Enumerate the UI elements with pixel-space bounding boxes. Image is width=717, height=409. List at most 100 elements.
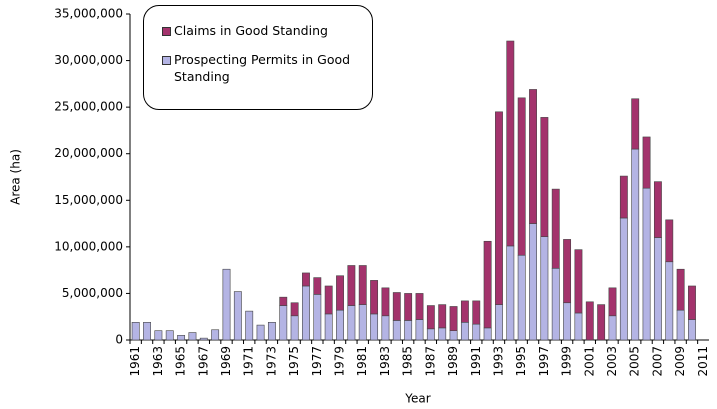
bar-segment — [631, 148, 640, 341]
x-tick-label: 1973 — [264, 346, 278, 377]
bar-segment — [597, 304, 606, 341]
bar-segment — [245, 310, 254, 341]
x-tick-label: 2005 — [628, 346, 642, 377]
y-tick-label: 5,000,000 — [62, 286, 123, 300]
bar-segment — [302, 272, 310, 287]
x-tick-label: 2003 — [605, 346, 619, 377]
bar-segment — [290, 315, 299, 341]
bar-segment — [256, 324, 265, 341]
x-tick-label: 2007 — [650, 346, 664, 377]
bar-segment — [381, 287, 390, 317]
bar-segment — [449, 330, 458, 341]
bar-segment — [381, 315, 390, 341]
bar-segment — [154, 330, 163, 341]
bar-segment — [279, 296, 288, 306]
bar-segment — [483, 327, 492, 341]
bar-segment — [199, 337, 208, 341]
bar-segment — [392, 292, 401, 321]
bar-segment — [438, 327, 447, 341]
bar-segment — [517, 97, 526, 256]
bar-segment — [688, 319, 696, 341]
bar-segment — [653, 237, 662, 341]
bar-segment — [619, 217, 628, 341]
bar-segment — [460, 300, 469, 323]
bar-segment — [336, 275, 344, 311]
x-tick-label: 2001 — [582, 346, 596, 377]
x-axis-title: Year — [404, 392, 430, 406]
x-tick-label: 1961 — [128, 346, 142, 377]
y-tick-label: 30,000,000 — [54, 53, 123, 67]
x-tick-label: 1971 — [242, 346, 256, 377]
bar-segment — [472, 323, 481, 341]
bar-segment — [529, 89, 537, 224]
x-tick-label: 1989 — [446, 346, 460, 377]
bar-segment — [131, 322, 140, 341]
bar-segment — [642, 187, 651, 341]
bar-segment — [585, 301, 594, 341]
bar-segment — [347, 305, 356, 341]
bar-segment — [506, 40, 515, 247]
bar-segment — [608, 315, 617, 341]
x-tick-label: 1975 — [287, 346, 301, 377]
bar-segment — [222, 268, 231, 341]
bar-segment — [688, 285, 696, 320]
bar-segment — [472, 300, 481, 325]
bar-segment — [653, 181, 662, 238]
bar-segment — [290, 302, 299, 317]
x-tick-label: 2011 — [696, 346, 710, 377]
x-tick-label: 1977 — [310, 346, 324, 377]
bar-segment — [619, 175, 628, 219]
y-tick-label: 10,000,000 — [54, 239, 123, 253]
bar-segment — [347, 265, 356, 306]
x-tick-label: 1983 — [378, 346, 392, 377]
bar-segment — [188, 332, 197, 341]
bar-segment — [529, 223, 537, 341]
x-tick-label: 1967 — [196, 346, 210, 377]
y-axis-title: Area (ha) — [9, 149, 23, 205]
x-tick-label: 1981 — [355, 346, 369, 377]
bar-segment — [574, 249, 583, 314]
bar-segment — [540, 236, 549, 341]
bar-segment — [279, 305, 288, 341]
y-tick-label: 20,000,000 — [54, 146, 123, 160]
bar-segment — [313, 294, 322, 341]
bar-segment — [233, 291, 242, 341]
bar-segment — [665, 219, 674, 263]
bar-segment — [608, 287, 617, 317]
bar-segment — [551, 267, 560, 341]
legend-label: Claims in Good Standing — [174, 23, 328, 38]
x-tick-label: 1997 — [537, 346, 551, 377]
bar-segment — [426, 328, 435, 341]
bar-segment — [358, 304, 367, 341]
bar-segment — [495, 304, 503, 341]
bar-segment — [336, 309, 344, 341]
bar-segment — [517, 254, 526, 341]
legend-item: Prospecting Permits in Good Standing — [162, 51, 362, 85]
bar-segment — [506, 245, 515, 341]
x-tick-label: 1987 — [423, 346, 437, 377]
bar-segment — [676, 268, 685, 311]
legend-swatch — [162, 56, 171, 65]
y-tick-label: 25,000,000 — [54, 100, 123, 114]
bar-segment — [483, 240, 492, 329]
x-tick-label: 1999 — [560, 346, 574, 377]
bar-segment — [267, 322, 276, 341]
bar-segment — [460, 322, 469, 341]
bar-segment — [563, 239, 572, 304]
bar-segment — [438, 304, 447, 329]
x-tick-label: 1995 — [514, 346, 528, 377]
bar-segment — [676, 309, 685, 341]
bar-segment — [404, 293, 413, 321]
bar-segment — [302, 285, 310, 341]
bar-segment — [324, 285, 333, 315]
x-tick-label: 1969 — [219, 346, 233, 377]
y-tick-label: 35,000,000 — [54, 7, 123, 21]
bar-segment — [404, 320, 413, 341]
bar-segment — [540, 117, 549, 237]
bar-segment — [177, 335, 186, 341]
x-tick-label: 2009 — [673, 346, 687, 377]
bar-segment — [313, 277, 322, 295]
bar-segment — [370, 280, 379, 315]
